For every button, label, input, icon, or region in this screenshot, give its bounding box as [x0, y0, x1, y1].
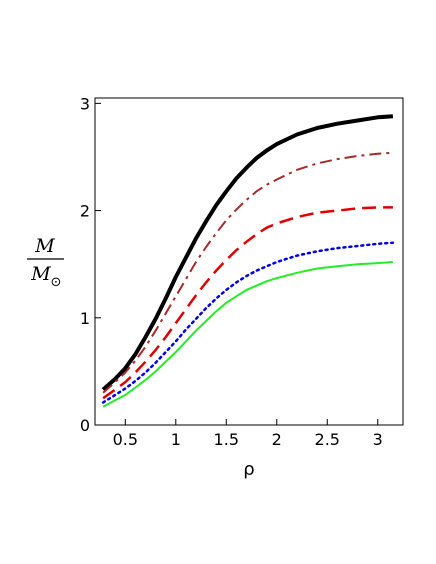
- x-tick-label: 1.5: [214, 430, 239, 449]
- series-line-2: [102, 151, 393, 394]
- series-line-5: [102, 261, 393, 408]
- y-axis-label-denominator: M: [30, 263, 51, 285]
- tick-labels: 0.5 1 1.5 2 2.5 3 0 1 2 3: [80, 94, 383, 449]
- x-axis-label: ρ: [243, 459, 254, 480]
- y-tick-label: 2: [80, 202, 90, 221]
- series-line-4: [101, 241, 395, 404]
- x-tick-label: 3: [373, 430, 383, 449]
- plot-frame: [94, 97, 404, 426]
- y-axis-label-numerator: M: [34, 235, 55, 257]
- series-line-3: [102, 206, 393, 400]
- axis-ticks: [95, 102, 379, 426]
- y-tick-label: 0: [80, 416, 90, 435]
- series-line-1: [101, 114, 394, 392]
- y-tick-label: 3: [80, 94, 90, 113]
- y-axis-label: M M ⊙: [27, 235, 64, 290]
- x-tick-label: 1: [171, 430, 181, 449]
- x-tick-label: 2: [272, 430, 282, 449]
- y-tick-label: 1: [80, 309, 90, 328]
- x-tick-label: 0.5: [113, 430, 138, 449]
- x-tick-label: 2.5: [315, 430, 340, 449]
- series-layer: [101, 114, 395, 408]
- y-axis-label-subscript: ⊙: [51, 275, 62, 290]
